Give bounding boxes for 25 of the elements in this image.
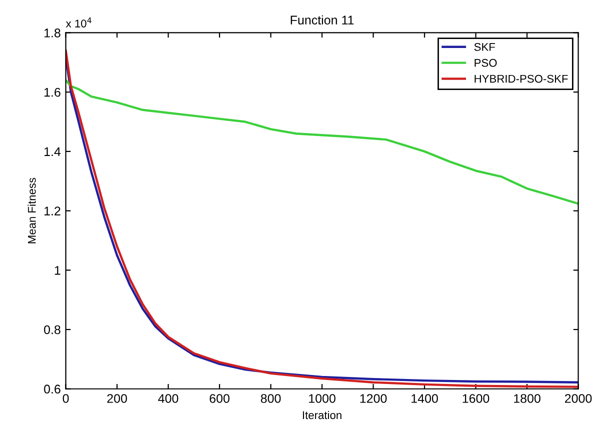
y-axis-title: Mean Fitness bbox=[28, 178, 36, 244]
y-tick-label: 1.4 bbox=[44, 147, 61, 156]
legend-label: SKF bbox=[474, 43, 495, 51]
y-tick-label: 1.6 bbox=[44, 88, 60, 97]
x-tick-label: 0 bbox=[62, 394, 69, 403]
x-tick-label: 1400 bbox=[412, 394, 438, 403]
y-tick-label: 1.2 bbox=[44, 206, 60, 216]
y-tick-label: 1.8 bbox=[44, 28, 60, 38]
chart-title: Function 11 bbox=[290, 15, 354, 25]
y-tick-label: 0.6 bbox=[44, 384, 60, 394]
legend-label: PSO bbox=[474, 58, 497, 67]
x-tick-label: 1000 bbox=[309, 394, 336, 403]
y-tick-label: 0.8 bbox=[44, 325, 60, 334]
x-tick-label: 200 bbox=[107, 394, 127, 403]
text: x 10$^{4}$ bbox=[66, 17, 92, 28]
x-tick-label: 1600 bbox=[462, 394, 490, 403]
y-tick-label: 1 bbox=[54, 266, 60, 275]
x-axis-title: Iteration bbox=[302, 410, 342, 420]
x-tick-label: 800 bbox=[260, 394, 281, 403]
x-tick-label: 600 bbox=[210, 394, 230, 403]
x-tick-label: 1800 bbox=[514, 394, 540, 403]
x-tick-label: 1200 bbox=[360, 394, 387, 403]
x-tick-label: 2000 bbox=[564, 394, 592, 403]
legend-label: HYBRID-PSO-SKF bbox=[474, 74, 568, 83]
x-tick-label: 400 bbox=[158, 394, 178, 403]
